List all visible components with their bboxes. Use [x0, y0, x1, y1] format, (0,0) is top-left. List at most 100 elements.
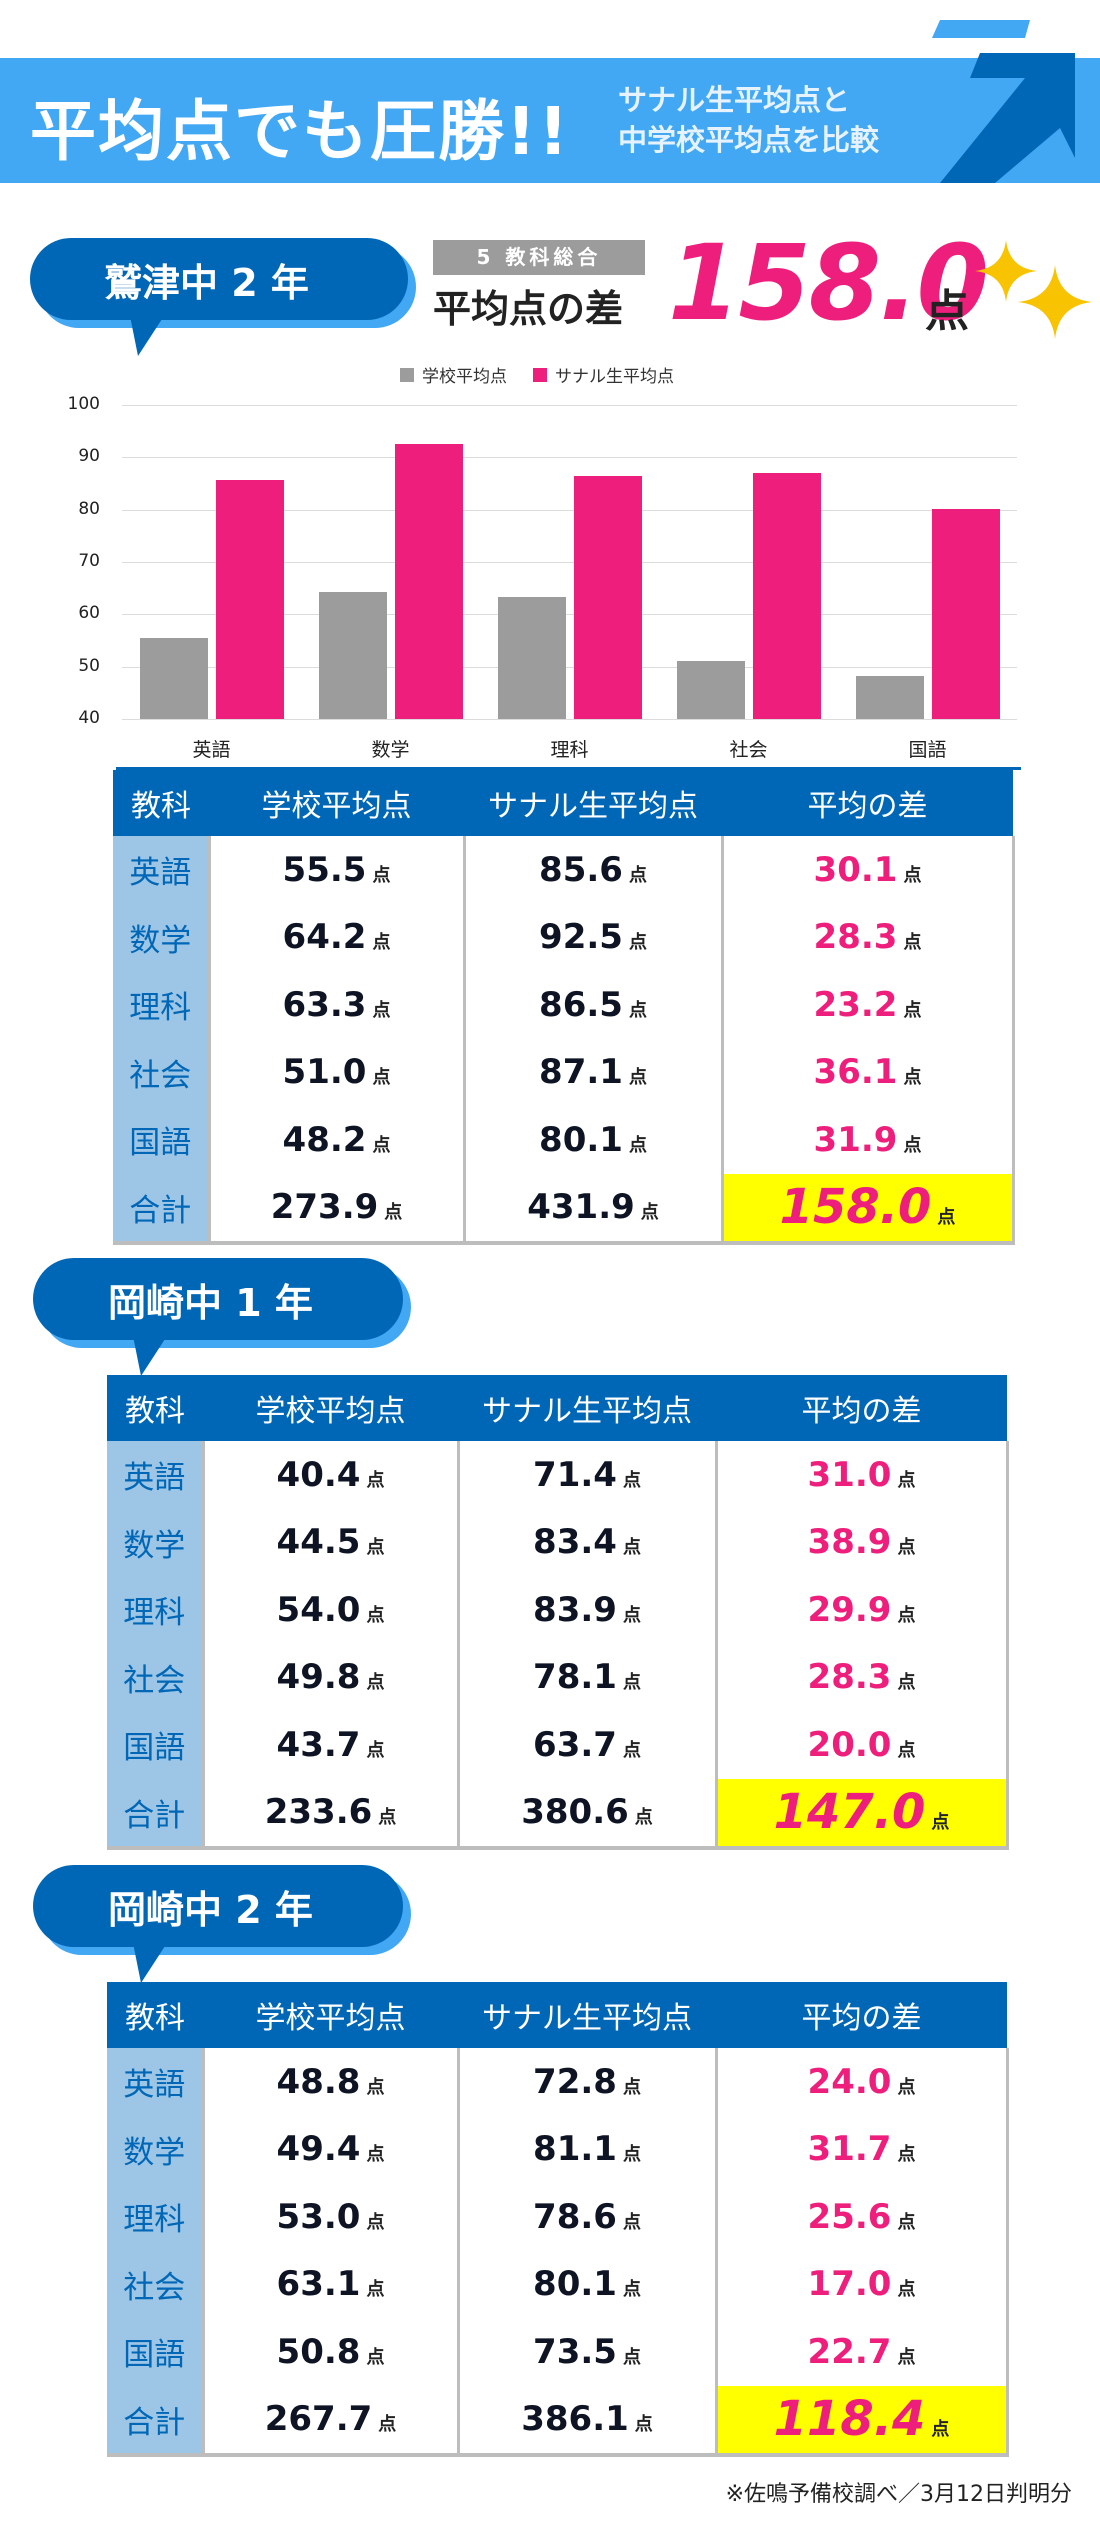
unit-label: 点 — [897, 2279, 916, 2301]
legend-swatch-school — [400, 367, 414, 382]
unit-label: 点 — [897, 2211, 916, 2233]
column-header: 教科 — [107, 1982, 203, 2048]
score-value: 63.1 — [276, 2264, 361, 2305]
unit-label: 点 — [640, 1202, 659, 1224]
bar-sanaru-avg — [752, 472, 821, 719]
table-row: 英語 48.8 点 72.8 点 24.0 点 — [107, 2048, 1009, 2116]
score-value: 49.8 — [276, 1657, 361, 1698]
school-avg-cell: 50.8 点 — [201, 2318, 460, 2386]
unit-label: 点 — [903, 864, 922, 886]
score-value: 49.4 — [276, 2129, 361, 2170]
subject-cell: 理科 — [107, 1576, 205, 1644]
diff-cell: 28.3 点 — [720, 903, 1015, 971]
bar-sanaru-avg — [931, 509, 1000, 719]
y-tick-label: 70 — [78, 551, 100, 571]
column-header: サナル生平均点 — [464, 770, 722, 836]
gridline — [122, 457, 1017, 459]
unit-label: 点 — [372, 1134, 391, 1156]
score-value: 80.1 — [539, 1119, 623, 1160]
table-row: 理科 54.0 点 83.9 点 29.9 点 — [107, 1576, 1009, 1644]
x-tick-label: 理科 — [550, 739, 589, 761]
unit-label: 点 — [622, 1672, 641, 1694]
y-tick-label: 90 — [78, 446, 100, 467]
sparkle-icon — [1018, 265, 1092, 339]
column-header: 学校平均点 — [203, 1375, 458, 1441]
unit-label: 点 — [366, 2144, 385, 2166]
score-value: 31.7 — [807, 2129, 892, 2170]
table-row: 国語 43.7 点 63.7 点 20.0 点 — [107, 1711, 1009, 1779]
table-row: 社会 51.0 点 87.1 点 36.1 点 — [113, 1038, 1015, 1106]
school-avg-cell: 63.1 点 — [201, 2250, 460, 2318]
unit-label: 点 — [897, 1537, 916, 1559]
score-value: 17.0 — [807, 2264, 892, 2305]
sanaru-avg-cell: 71.4 点 — [456, 1441, 718, 1509]
school-avg-cell: 53.0 点 — [201, 2183, 460, 2251]
unit-label: 点 — [366, 2279, 385, 2301]
diff-cell: 31.7 点 — [714, 2115, 1009, 2183]
table-row: 数学 49.4 点 81.1 点 31.7 点 — [107, 2115, 1009, 2183]
score-value: 83.9 — [533, 1589, 617, 1630]
subject-cell: 合計 — [107, 1778, 205, 1850]
bar-school-avg — [139, 637, 208, 719]
gridline — [122, 509, 1017, 511]
score-table-okazaki-2: 教科 学校平均点 サナル生平均点 平均の差 英語 48.8 点 72.8 点 24.0 点数学 49.… — [107, 1982, 1009, 2457]
score-value: 63.7 — [533, 1724, 617, 1765]
subject-cell: 社会 — [107, 2250, 205, 2318]
unit-label: 点 — [372, 999, 391, 1021]
school-avg-cell: 54.0 点 — [201, 1576, 460, 1644]
y-tick-label: 50 — [78, 655, 100, 676]
legend-label-school: 学校平均点 — [422, 367, 507, 387]
gridline — [122, 562, 1017, 563]
unit-label: 点 — [366, 1537, 385, 1559]
school-avg-cell: 49.8 点 — [201, 1643, 460, 1711]
subject-cell: 国語 — [107, 1711, 205, 1779]
x-tick-label: 英語 — [192, 739, 231, 761]
table-row: 理科 53.0 点 78.6 点 25.6 点 — [107, 2183, 1009, 2251]
score-value: 40.4 — [276, 1454, 361, 1495]
unit-label: 点 — [378, 1807, 397, 1829]
school-total-cell: 267.7 点 — [201, 2385, 460, 2457]
table-row: 国語 48.2 点 80.1 点 31.9 点 — [113, 1106, 1015, 1174]
school-label-bubble: 岡崎中 2 年 — [33, 1865, 411, 1983]
score-value: 36.1 — [813, 1052, 898, 1093]
gridline — [122, 405, 1017, 406]
column-header: 教科 — [113, 770, 209, 836]
sanaru-avg-cell: 63.7 点 — [456, 1711, 718, 1779]
unit-label: 点 — [628, 1134, 647, 1156]
diff-total-cell: 158.0 点 — [720, 1173, 1015, 1245]
score-value: 25.6 — [807, 2196, 892, 2237]
unit-label: 点 — [384, 1202, 403, 1224]
sanaru-total-cell: 386.1 点 — [456, 2385, 718, 2457]
unit-label: 点 — [903, 999, 922, 1021]
unit-label: 点 — [366, 2346, 385, 2368]
unit-label: 点 — [622, 2346, 641, 2368]
bar-sanaru-avg — [394, 444, 463, 719]
unit-label: 点 — [897, 1739, 916, 1761]
score-value: 158.0 — [779, 1179, 932, 1236]
sanaru-avg-cell: 83.9 点 — [456, 1576, 718, 1644]
total-caption: 平均点の差 — [433, 287, 624, 331]
bar-school-avg — [676, 661, 745, 719]
total-unit: 点 — [925, 286, 969, 337]
unit-label: 点 — [372, 932, 391, 954]
score-value: 233.6 — [264, 1792, 373, 1833]
table-total-row: 合計 233.6 点 380.6 点 147.0 点 — [107, 1778, 1009, 1850]
score-value: 54.0 — [276, 1589, 361, 1630]
unit-label: 点 — [897, 2144, 916, 2166]
table-header-row: 教科 学校平均点 サナル生平均点 平均の差 — [107, 1982, 1007, 2048]
table-row: 英語 55.5 点 85.6 点 30.1 点 — [113, 836, 1015, 904]
sanaru-avg-cell: 80.1 点 — [462, 1106, 724, 1174]
sanaru-avg-cell: 92.5 点 — [462, 903, 724, 971]
score-value: 43.7 — [276, 1724, 361, 1765]
school-avg-cell: 48.2 点 — [207, 1106, 466, 1174]
score-value: 71.4 — [533, 1454, 617, 1495]
score-value: 92.5 — [539, 917, 623, 958]
banner-subtitle-line2: 中学校平均点を比較 — [618, 123, 880, 157]
subject-cell: 英語 — [107, 1441, 205, 1509]
score-value: 83.4 — [533, 1522, 617, 1563]
column-header: 平均の差 — [716, 1982, 1007, 2048]
school-avg-cell: 49.4 点 — [201, 2115, 460, 2183]
school-avg-cell: 55.5 点 — [207, 836, 466, 904]
score-value: 30.1 — [813, 849, 898, 890]
sanaru-avg-cell: 85.6 点 — [462, 836, 724, 904]
